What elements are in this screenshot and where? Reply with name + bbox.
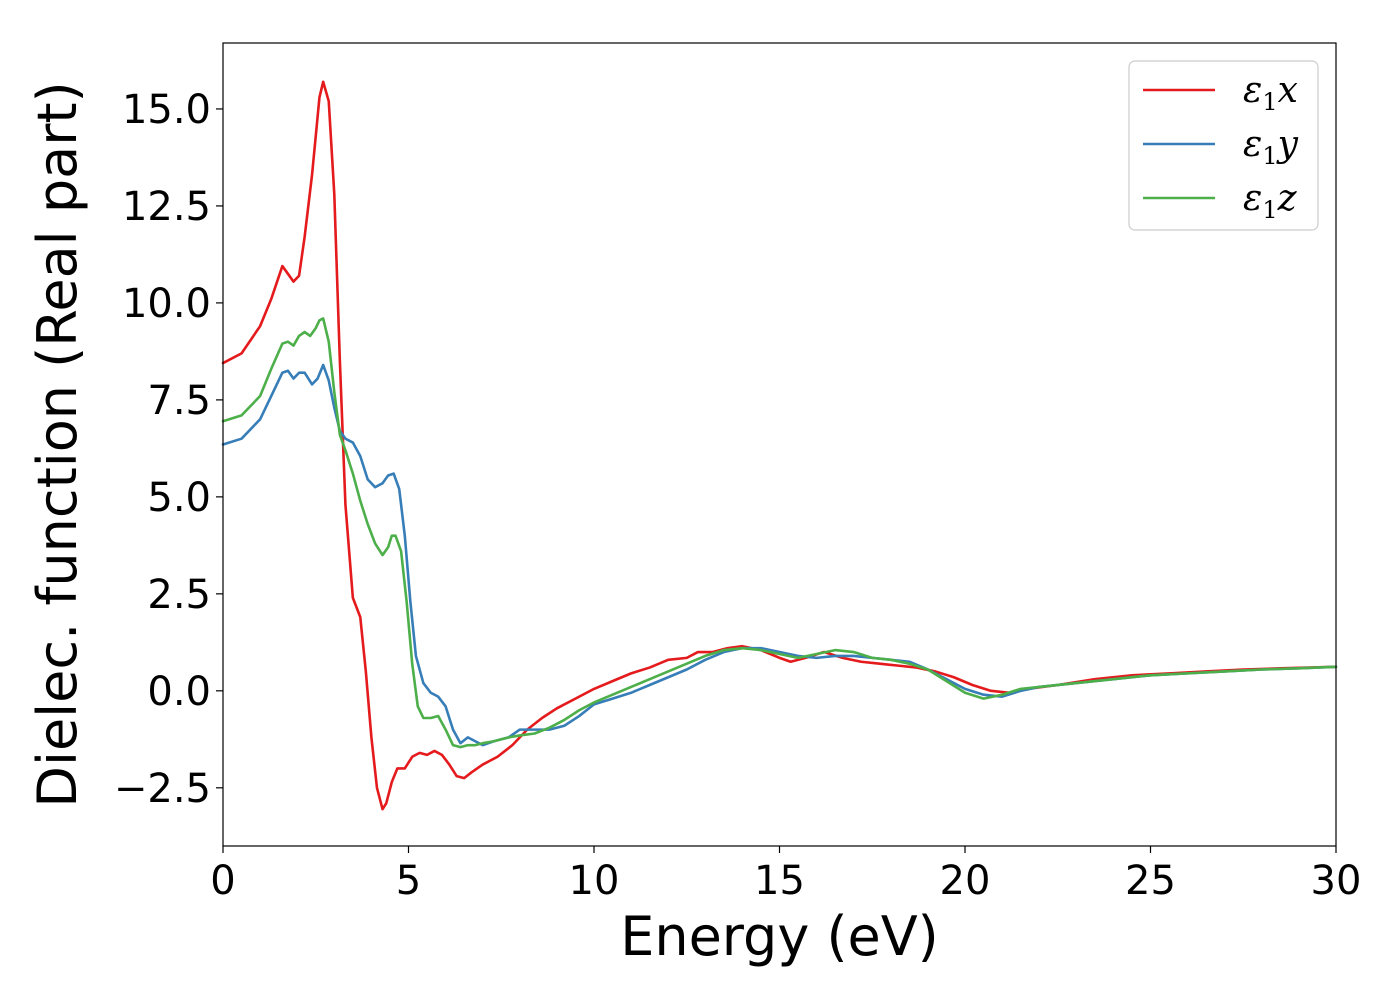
legend-label-x: ε1x	[1243, 70, 1298, 116]
legend: ε1x ε1y ε1z	[1128, 60, 1319, 231]
series-layer	[221, 80, 1338, 811]
y-tick-label: 12.5	[122, 184, 211, 230]
series-line-z	[221, 317, 1338, 749]
series-line-x	[221, 80, 1338, 811]
y-tick-label: 10.0	[122, 281, 211, 327]
y-tick-label: 0.0	[147, 669, 211, 715]
x-tick-label: 5	[396, 858, 421, 904]
y-axis: −2.5 0.0 2.5 5.0 7.5 10.0 12.5 15.0	[114, 87, 223, 812]
y-tick-label: 2.5	[147, 572, 211, 618]
y-tick-label: −2.5	[114, 766, 211, 812]
y-axis-title: Dielec. function (Real part)	[26, 81, 89, 807]
x-tick-label: 30	[1311, 858, 1362, 904]
y-tick-label: 15.0	[122, 87, 211, 133]
x-tick-label: 0	[210, 858, 235, 904]
y-tick-label: 7.5	[147, 378, 211, 424]
x-tick-label: 25	[1125, 858, 1176, 904]
x-axis-title: Energy (eV)	[620, 905, 939, 968]
series-line-y	[221, 363, 1338, 747]
x-tick-label: 15	[754, 858, 805, 904]
legend-label-y: ε1y	[1243, 124, 1299, 170]
x-tick-label: 20	[940, 858, 991, 904]
legend-box	[1128, 60, 1319, 231]
legend-label-z: ε1z	[1243, 178, 1298, 224]
x-tick-label: 10	[569, 858, 620, 904]
x-axis: 0 5 10 15 20 25 30	[210, 846, 1361, 904]
y-tick-label: 5.0	[147, 475, 211, 521]
